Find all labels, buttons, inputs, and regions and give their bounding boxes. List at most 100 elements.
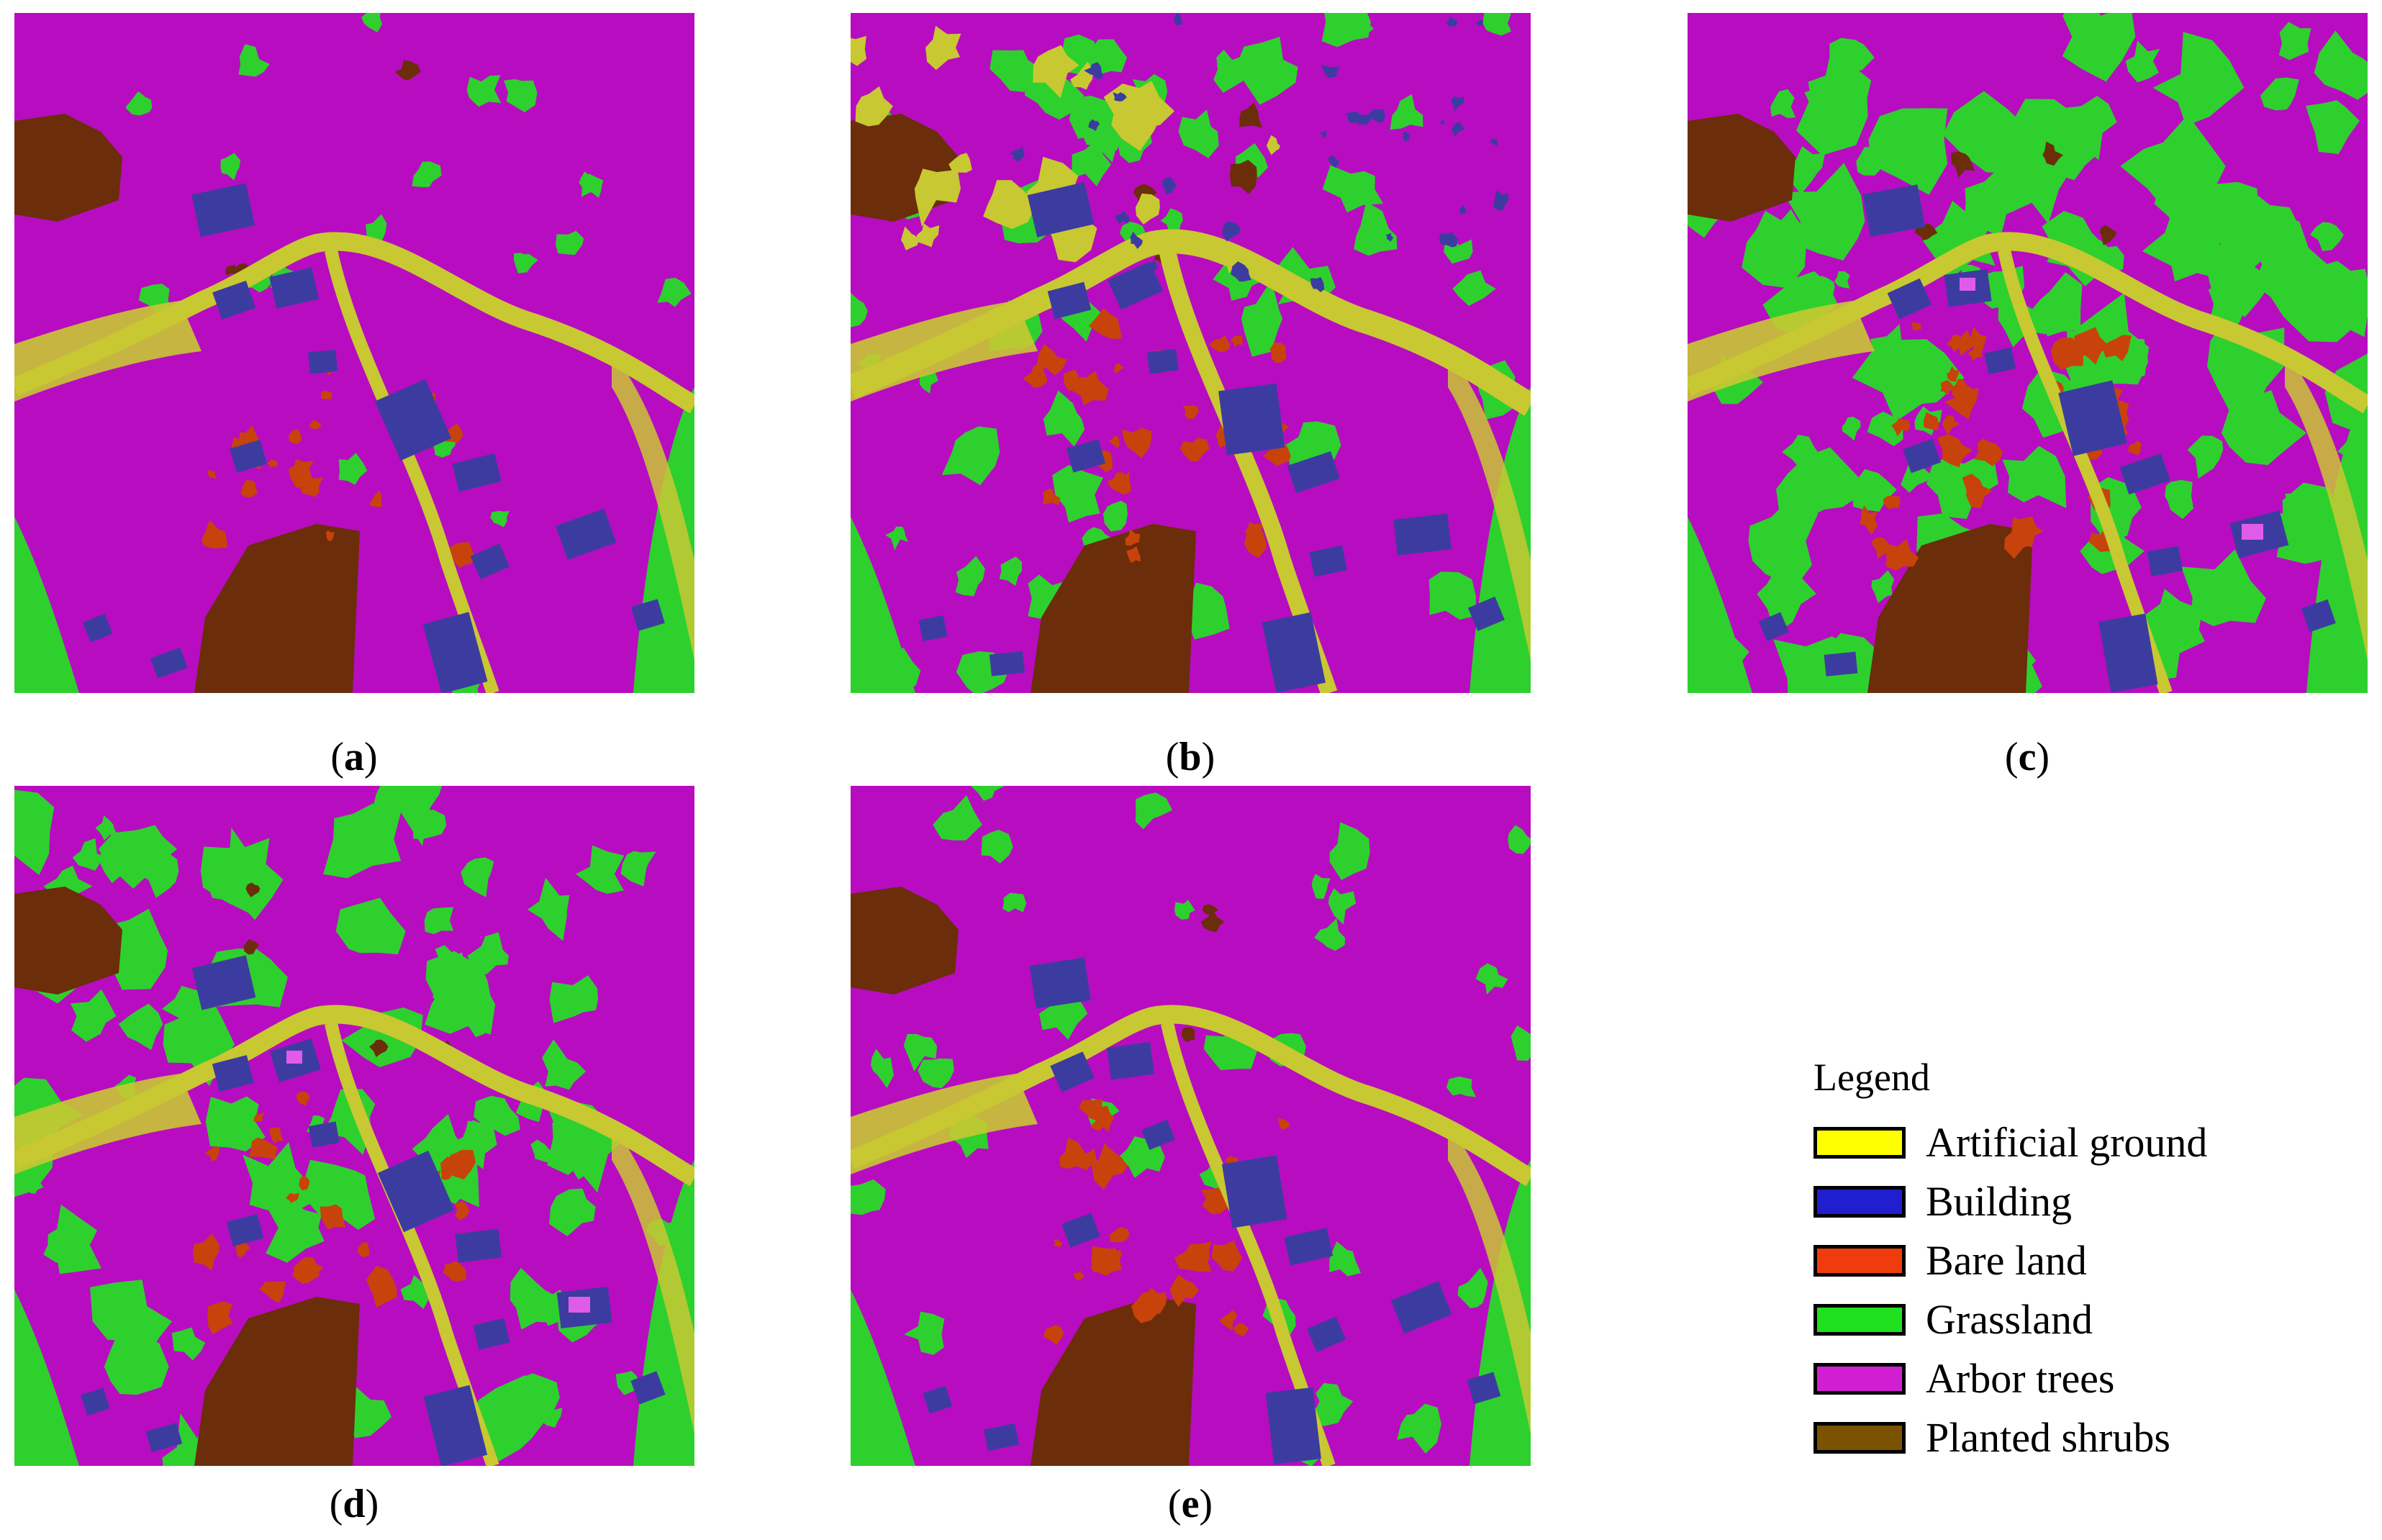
bare-land-patch (320, 390, 332, 400)
grassland-patch (530, 1139, 555, 1163)
grassland-patch (527, 877, 570, 941)
grassland-patch (851, 1179, 886, 1215)
bare-land-patch (1883, 495, 1901, 509)
bare-land-patch (447, 542, 476, 569)
grassland-edge (14, 517, 79, 693)
bare-land-patch (1244, 521, 1267, 558)
building-noise-patch (1451, 96, 1464, 112)
bare-land-patch (296, 1092, 310, 1106)
grassland-patch (2273, 509, 2313, 555)
bare-land-patch (2102, 335, 2132, 362)
grassland-patch (1452, 270, 1496, 307)
grassland-patch (1482, 13, 1511, 36)
grassland-patch (903, 1033, 938, 1072)
shrub-patch (1951, 151, 1975, 178)
grassland-patch (871, 1048, 895, 1089)
shrub-patch (243, 938, 260, 955)
bare-land-patch (1054, 1238, 1063, 1248)
grassland-patch (1748, 497, 1819, 588)
bare-land-patch (369, 490, 383, 508)
artificial-ground-patch (914, 168, 961, 227)
grassland-patch (1428, 571, 1476, 620)
grassland-patch (904, 1311, 945, 1355)
artificial-ground-patch (855, 86, 893, 127)
shrub-patch (1239, 102, 1262, 128)
grassland-patch (1825, 37, 1875, 79)
grassland-patch (490, 511, 510, 527)
bare-land-patch (288, 458, 314, 489)
grassland-patch (1310, 1382, 1354, 1426)
grassland-patch (549, 975, 599, 1023)
building (308, 1121, 340, 1148)
grassland-patch (2062, 96, 2117, 160)
bare-land-patch (1957, 330, 1975, 356)
bare-land-patch (1263, 443, 1291, 466)
grassland-patch (1856, 147, 1886, 176)
grassland-patch (999, 556, 1022, 586)
classification-map-a (14, 13, 694, 693)
bare-land-patch (193, 1233, 219, 1271)
grassland-patch (1770, 89, 1796, 118)
bare-land-patch (1233, 1323, 1249, 1336)
bare-land-patch (1942, 415, 1960, 435)
grassland-patch (104, 1331, 169, 1395)
grassland-patch (1782, 435, 1818, 467)
building (145, 1423, 183, 1452)
grassland-patch (1804, 85, 1852, 138)
bare-land-patch (1230, 335, 1243, 348)
bare-land-patch (1944, 384, 1979, 420)
bare-land-patch (326, 530, 335, 541)
grassland-patch (361, 13, 383, 33)
grassland-patch (1311, 874, 1331, 900)
grassland-patch (1834, 271, 1850, 289)
grassland-patch (412, 161, 442, 187)
building (80, 1387, 110, 1416)
grassland-patch (424, 907, 454, 935)
bare-land-patch (1940, 380, 1955, 396)
building (269, 267, 320, 309)
grassland-patch (1102, 500, 1128, 532)
building (1108, 261, 1163, 310)
grassland-patch (2205, 243, 2273, 317)
bare-land-patch (259, 1281, 286, 1303)
grassland-patch (971, 786, 1005, 801)
grassland-patch (620, 851, 656, 887)
grassland-patch (333, 1387, 392, 1439)
bare-land-patch (1923, 412, 1939, 430)
bare-land-patch (1277, 1118, 1290, 1131)
legend-label: Bare land (1926, 1237, 2087, 1284)
building-noise-patch (1476, 19, 1484, 27)
grassland-patch (2327, 268, 2368, 338)
bare-land-patch (270, 1126, 284, 1143)
bare-land-patch (309, 420, 322, 430)
bare-land-patch (292, 1259, 320, 1285)
building-noise-patch (1084, 62, 1103, 80)
grassland-patch (549, 1188, 596, 1236)
building (226, 1213, 264, 1246)
building-noise-patch (1446, 16, 1457, 27)
grassland-patch (918, 1058, 954, 1089)
shrub-block (194, 524, 360, 693)
grassland-patch (1236, 37, 1298, 105)
legend-label: Arbor trees (1926, 1355, 2115, 1402)
building (423, 1385, 488, 1466)
grassland-patch (885, 526, 909, 551)
pink-roof-patch (2242, 524, 2263, 540)
artificial-ground-area (14, 1074, 201, 1174)
bare-land-patch (357, 1242, 370, 1258)
bare-land-patch (1109, 1227, 1130, 1243)
bare-land-patch (1884, 538, 1919, 571)
grassland-patch (1842, 416, 1861, 441)
legend-item-planted-shrubs: Planted shrubs (1813, 1408, 2245, 1467)
bare-land-patch (1966, 326, 1987, 353)
grassland-patch (955, 556, 985, 597)
building-noise-patch (1010, 147, 1025, 160)
building (1221, 1155, 1287, 1228)
building (2058, 380, 2127, 456)
bare-land-patch (1059, 1138, 1089, 1171)
building (1758, 612, 1789, 642)
building (2098, 613, 2158, 693)
bare-land-patch (366, 1265, 397, 1308)
legend-swatch-building (1813, 1186, 1906, 1218)
grassland-patch (2120, 114, 2226, 229)
